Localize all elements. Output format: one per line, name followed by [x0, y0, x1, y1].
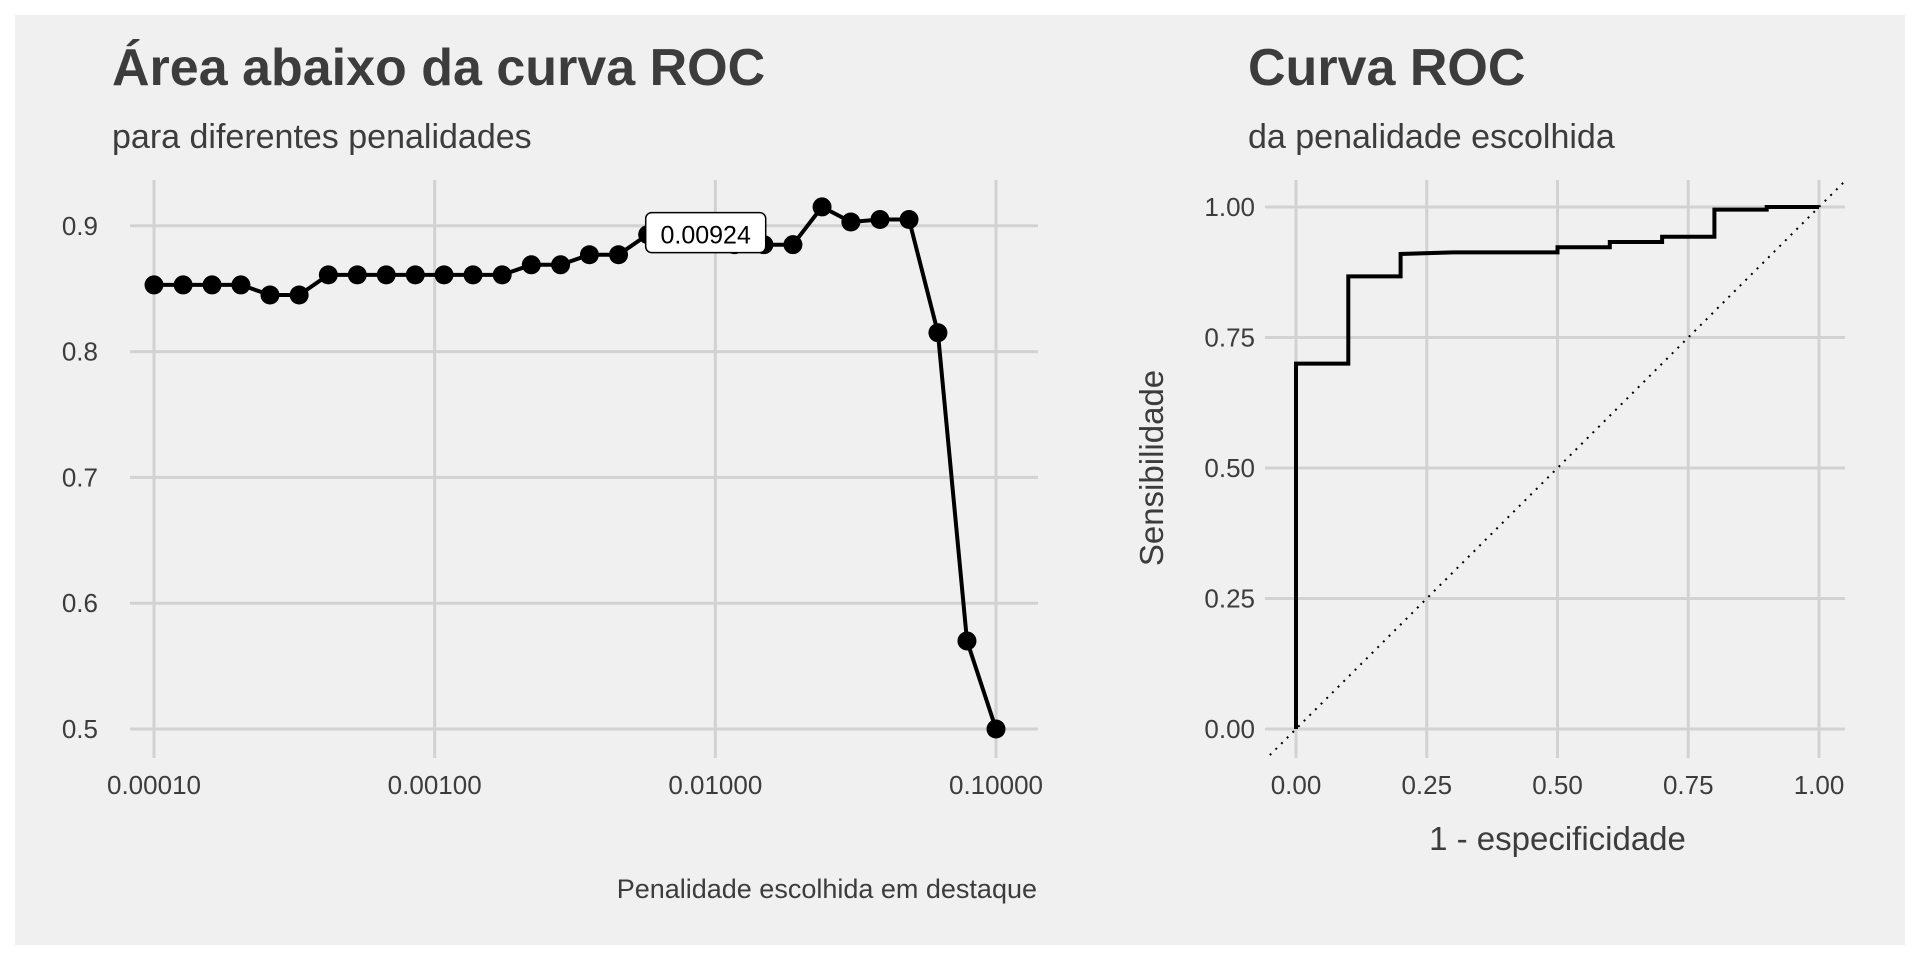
auc-data-point — [579, 245, 599, 265]
roc-x-tick-label: 1.00 — [1794, 770, 1845, 800]
auc-x-tick-label: 0.00010 — [107, 770, 201, 800]
roc-y-tick-label: 0.50 — [1204, 453, 1255, 483]
auc-x-tick-label: 0.10000 — [949, 770, 1043, 800]
auc-y-tick-label: 0.9 — [62, 211, 98, 241]
roc-y-tick-label: 0.25 — [1204, 584, 1255, 614]
auc-chart-caption: Penalidade escolhida em destaque — [616, 874, 1037, 904]
auc-panel — [15, 15, 1078, 945]
auc-data-point — [986, 719, 1006, 739]
auc-data-point — [434, 265, 454, 285]
highlight-label-box — [644, 211, 767, 254]
auc-data-point — [870, 210, 890, 230]
auc-chart-subtitle: para diferentes penalidades — [112, 118, 532, 156]
roc-x-tick-label: 0.50 — [1532, 770, 1583, 800]
roc-x-tick-label: 0.00 — [1271, 770, 1322, 800]
auc-data-point — [463, 265, 483, 285]
roc-y-tick-label: 0.00 — [1204, 714, 1255, 744]
roc-chart-subtitle: da penalidade escolhida — [1248, 118, 1615, 156]
auc-y-tick-label: 0.5 — [62, 714, 98, 744]
auc-series-line — [154, 204, 998, 730]
roc-chart-title: Curva ROC — [1248, 39, 1526, 97]
roc-panel — [1078, 15, 1905, 945]
roc-y-tick-label: 0.75 — [1204, 323, 1255, 353]
auc-data-point — [899, 210, 919, 230]
auc-data-point — [173, 275, 193, 295]
auc-data-point — [347, 265, 367, 285]
auc-data-point — [202, 275, 222, 295]
auc-data-point — [492, 265, 512, 285]
auc-data-point — [928, 323, 948, 343]
auc-data-point — [405, 265, 425, 285]
highlight-label: 0.00924 — [661, 222, 751, 250]
auc-data-point — [841, 212, 861, 232]
roc-x-tick-label: 0.25 — [1401, 770, 1452, 800]
roc-x-tick-label: 0.75 — [1663, 770, 1714, 800]
auc-data-point — [609, 245, 629, 265]
auc-y-tick-label: 0.8 — [62, 337, 98, 367]
auc-data-point — [957, 631, 977, 651]
roc-x-axis-title: 1 - especificidade — [1429, 820, 1686, 857]
roc-y-tick-label: 1.00 — [1204, 192, 1255, 222]
roc-series-line — [1294, 205, 1819, 729]
auc-data-point — [783, 235, 803, 255]
auc-data-point — [144, 275, 164, 295]
auc-data-point — [812, 197, 832, 217]
auc-data-point — [376, 265, 396, 285]
auc-x-tick-label: 0.01000 — [668, 770, 762, 800]
auc-y-tick-label: 0.6 — [62, 588, 98, 618]
roc-y-axis-title: Sensibilidade — [1133, 370, 1170, 566]
auc-data-point — [318, 265, 338, 285]
auc-data-point — [260, 285, 280, 305]
auc-chart-title: Área abaixo da curva ROC — [112, 39, 766, 97]
auc-x-tick-label: 0.00100 — [388, 770, 482, 800]
auc-data-point — [289, 285, 309, 305]
auc-data-point — [231, 275, 251, 295]
auc-data-point — [521, 255, 541, 275]
auc-data-point — [551, 255, 571, 275]
auc-y-tick-label: 0.7 — [62, 462, 98, 492]
